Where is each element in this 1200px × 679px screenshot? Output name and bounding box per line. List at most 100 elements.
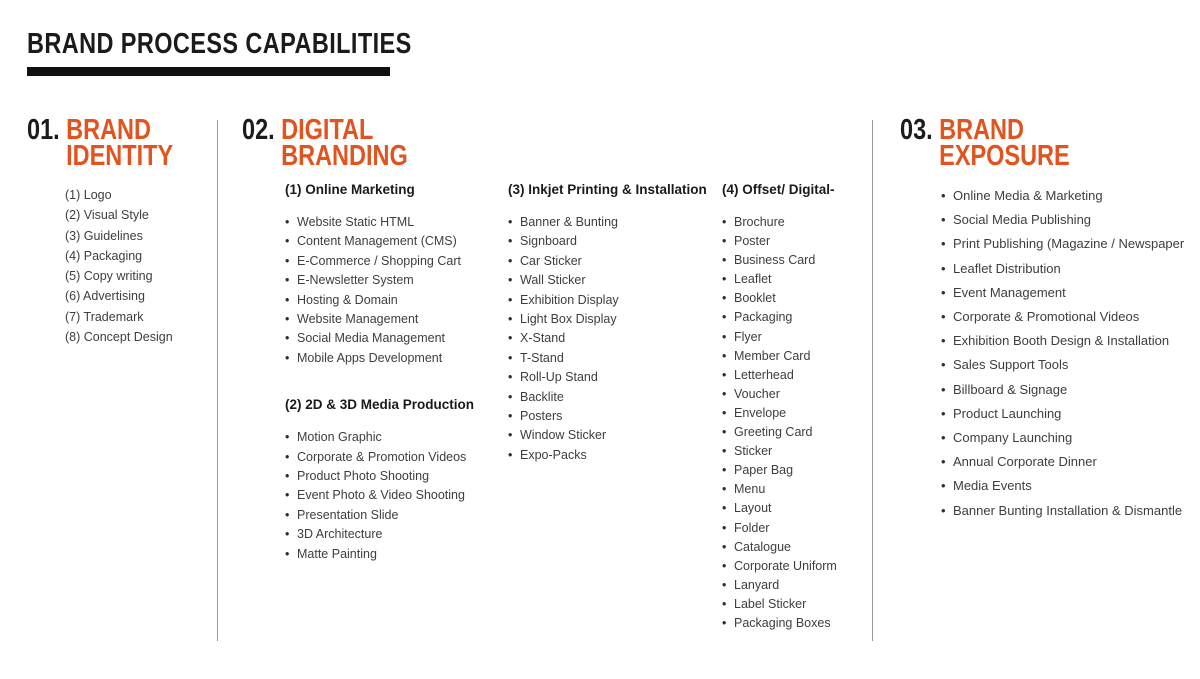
group-heading: (3) Inkjet Printing & Installation xyxy=(508,182,707,197)
media-production-list: • Motion Graphic • Corporate & Promotion V… xyxy=(285,428,505,564)
group-inkjet-printing: (3) Inkjet Printing & Installation • Bann… xyxy=(508,181,713,465)
list-item-label: Product Launching xyxy=(953,405,1062,421)
section-01-title-line2: IDENTITY xyxy=(66,140,174,172)
digital-branding-column-2: (3) Inkjet Printing & Installation • Bann… xyxy=(508,181,713,465)
list-item-label: Window Sticker xyxy=(520,428,607,443)
digital-branding-column-1: (1) Online Marketing • Website Static HTM… xyxy=(285,181,505,564)
list-item-label: Brochure xyxy=(734,215,785,229)
list-item-label: Leaflet xyxy=(734,272,772,287)
bullet-icon: • xyxy=(941,260,946,276)
list-item: • Layout xyxy=(722,499,872,518)
bullet-icon: • xyxy=(722,367,727,382)
list-item: • T-Stand xyxy=(508,349,713,368)
bullet-icon: • xyxy=(285,488,290,503)
list-item: • Backlite xyxy=(508,388,713,407)
list-item-label: Poster xyxy=(734,234,771,249)
list-item: • Business Card xyxy=(722,251,872,270)
section-02-title-line1: DIGITAL xyxy=(281,114,374,146)
list-item-label: (8) Concept Design xyxy=(65,330,173,345)
list-item: • Website Management xyxy=(285,310,505,329)
section-03-title: BRAND EXPOSURE xyxy=(939,114,1070,172)
brand-exposure-list: • Online Media & Marketing • Social Media … xyxy=(941,184,1184,523)
list-item-label: Exhibition Booth Design & Installation xyxy=(953,333,1170,349)
group-media-production: (2) 2D & 3D Media Production • Motion Gra… xyxy=(285,396,505,564)
list-item-label: Online Media & Marketing xyxy=(953,188,1103,203)
bullet-icon: • xyxy=(285,546,290,561)
list-item: • Leaflet xyxy=(722,270,872,289)
list-item-label: Banner Bunting Installation & Dismantle xyxy=(953,502,1183,518)
list-item-label: Media Events xyxy=(953,478,1032,494)
list-item-label: (4) Packaging xyxy=(65,248,143,263)
bullet-icon: • xyxy=(941,478,946,494)
list-item-label: Website Static HTML xyxy=(297,215,415,229)
list-item-label: Expo-Packs xyxy=(520,447,587,462)
bullet-icon: • xyxy=(941,188,946,203)
list-item: (3) Guidelines xyxy=(65,226,173,246)
bullet-icon: • xyxy=(508,215,513,229)
list-item-label: Sticker xyxy=(734,444,773,459)
list-item: • Media Events xyxy=(941,474,1184,498)
list-item: (5) Copy writing xyxy=(65,266,173,286)
list-item: • E-Commerce / Shopping Cart xyxy=(285,252,505,271)
list-item-label: Car Sticker xyxy=(520,253,582,268)
list-item-label: Backlite xyxy=(520,389,564,404)
bullet-icon: • xyxy=(285,234,290,249)
bullet-icon: • xyxy=(722,272,727,287)
list-item: • Presentation Slide xyxy=(285,506,505,525)
list-item-label: Roll-Up Stand xyxy=(520,370,598,385)
bullet-icon: • xyxy=(941,430,946,446)
list-item-label: Paper Bag xyxy=(734,463,794,478)
list-item: • Sales Support Tools xyxy=(941,353,1184,377)
bullet-icon: • xyxy=(508,312,513,327)
list-item-label: (7) Trademark xyxy=(65,309,144,324)
section-03-title-line2: EXPOSURE xyxy=(939,140,1070,172)
list-item: • Catalogue xyxy=(722,538,872,557)
section-02-number: 02. xyxy=(242,114,275,146)
list-item: • Exhibition Booth Design & Installation xyxy=(941,329,1184,353)
section-01-title: BRAND IDENTITY xyxy=(66,116,174,172)
list-item-label: Catalogue xyxy=(734,539,791,554)
digital-branding-column-3: (4) Offset/ Digital- • Brochure • Poster •… xyxy=(722,181,872,633)
bullet-icon: • xyxy=(941,212,946,228)
list-item-label: Packaging Boxes xyxy=(734,615,831,630)
list-item-label: Mobile Apps Development xyxy=(297,350,443,365)
bullet-icon: • xyxy=(722,501,727,516)
group-offset-digital: (4) Offset/ Digital- • Brochure • Poster •… xyxy=(722,181,872,633)
bullet-icon: • xyxy=(941,502,946,518)
bullet-icon: • xyxy=(508,350,513,365)
list-item: • 3D Architecture xyxy=(285,525,505,544)
list-item: • Paper Bag xyxy=(722,461,872,480)
list-item-label: X-Stand xyxy=(520,331,566,346)
list-item: • Event Management xyxy=(941,281,1184,305)
list-item-label: Light Box Display xyxy=(520,312,617,327)
bullet-icon: • xyxy=(285,507,290,522)
list-item: • Leaflet Distribution xyxy=(941,257,1184,281)
list-item-label: Letterhead xyxy=(734,367,794,382)
list-item-label: Label Sticker xyxy=(734,596,807,611)
list-item-label: Matte Painting xyxy=(297,546,377,561)
bullet-icon: • xyxy=(508,409,513,424)
list-item: • Corporate & Promotional Videos xyxy=(941,305,1184,329)
bullet-icon: • xyxy=(285,331,290,346)
bullet-icon: • xyxy=(722,596,727,611)
list-item-label: Event Management xyxy=(953,284,1066,300)
bullet-icon: • xyxy=(941,381,946,397)
inkjet-printing-list: • Banner & Bunting • Signboard • Car Sticke… xyxy=(508,213,713,465)
bullet-icon: • xyxy=(941,405,946,421)
list-item: • Packaging xyxy=(722,308,872,327)
list-item-label: Annual Corporate Dinner xyxy=(953,454,1097,470)
section-divider-2 xyxy=(872,120,873,641)
list-item-label: (5) Copy writing xyxy=(65,269,153,284)
bullet-icon: • xyxy=(285,253,290,268)
bullet-icon: • xyxy=(722,405,727,420)
list-item-label: (1) Logo xyxy=(65,188,112,202)
group-online-marketing: (1) Online Marketing • Website Static HTM… xyxy=(285,181,505,368)
bullet-icon: • xyxy=(722,234,727,249)
bullet-icon: • xyxy=(508,447,513,462)
list-item: • Banner & Bunting xyxy=(508,213,713,232)
section-03-title-line1: BRAND xyxy=(939,114,1024,146)
list-item-label: (6) Advertising xyxy=(65,289,145,304)
list-item: • Car Sticker xyxy=(508,252,713,271)
bullet-icon: • xyxy=(941,333,946,349)
bullet-icon: • xyxy=(941,309,946,325)
